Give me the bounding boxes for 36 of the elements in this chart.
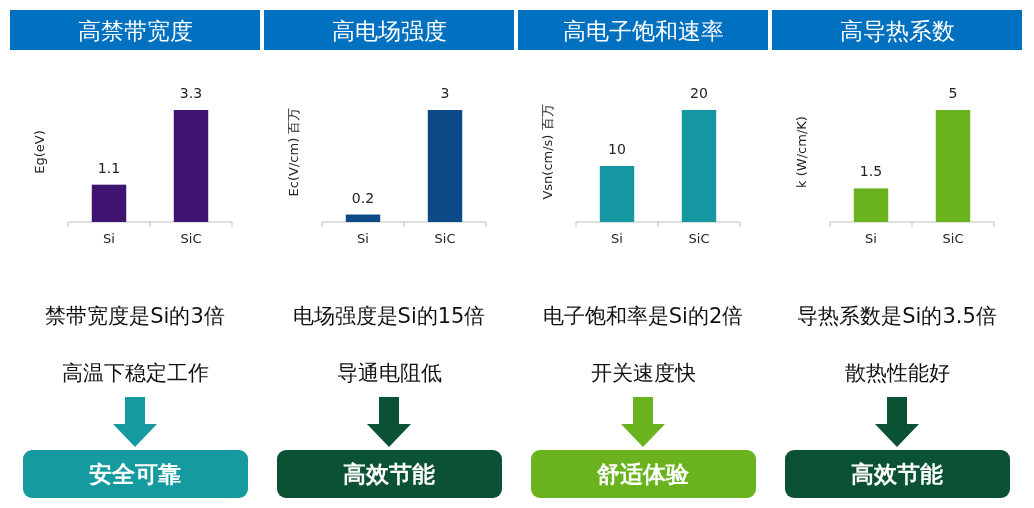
text: 散热性能好 — [844, 361, 950, 385]
text: 导通电阻低 — [336, 361, 442, 385]
data-label: 20 — [690, 85, 708, 101]
data-label: 3 — [440, 85, 450, 101]
text: 高温下稳定工作 — [61, 361, 209, 385]
chart-title: 高禁带宽度 — [77, 18, 193, 44]
x-tick-label: SiC — [180, 231, 202, 246]
data-label: 3.3 — [179, 85, 203, 101]
chart-title: 高电场强度 — [331, 18, 447, 44]
text: 舒适体验 — [596, 461, 690, 487]
text: 高效节能 — [343, 461, 435, 487]
x-tick-label: Si — [611, 231, 623, 246]
data-label: 1.5 — [859, 163, 883, 180]
data-label: 1.1 — [97, 159, 121, 176]
y-axis-title: Eg(eV) — [32, 130, 47, 174]
text: 电场强度是Si的15倍 — [292, 304, 486, 328]
x-tick-label: Si — [357, 231, 369, 246]
chart-title: 高电子饱和速率 — [562, 18, 724, 44]
x-tick-label: Si — [103, 231, 115, 246]
text: 开关速度快 — [590, 361, 696, 385]
data-label: 5 — [948, 85, 958, 101]
data-label: 0.2 — [351, 189, 375, 206]
y-axis-title: k (W/cm/K) — [794, 116, 809, 188]
x-tick-label: SiC — [434, 231, 456, 246]
x-tick-label: SiC — [942, 231, 964, 246]
y-axis-title: Ec(V/cm) 百万 — [286, 107, 301, 197]
x-tick-label: Si — [865, 231, 877, 246]
chart-title: 高导热系数 — [839, 18, 955, 44]
text: 高效节能 — [851, 461, 943, 487]
text: 禁带宽度是Si的3倍 — [45, 304, 225, 328]
text: 安全可靠 — [89, 461, 181, 487]
data-label: 10 — [608, 141, 626, 157]
text: 电子饱和率是Si的2倍 — [542, 304, 744, 328]
text: 导热系数是Si的3.5倍 — [797, 304, 997, 328]
y-axis-title: Vsn(cm/s) 百万 — [540, 104, 555, 200]
x-tick-label: SiC — [688, 231, 710, 246]
